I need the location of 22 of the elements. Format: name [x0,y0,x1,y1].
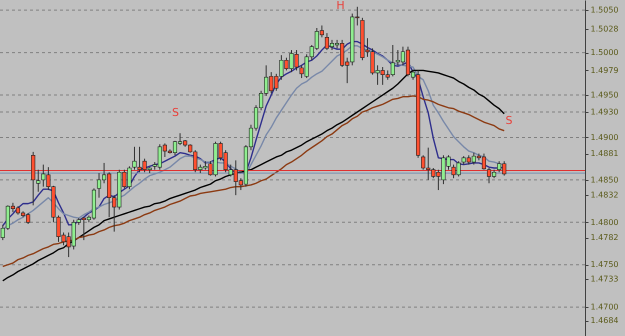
line-series [2,70,505,282]
y-tick-label: 1.4684 [590,316,618,326]
y-tick-label: 1.5050 [590,6,618,15]
annotation: H [336,0,345,12]
y-tick-label: 1.4800 [590,218,618,227]
y-tick-label: 1.4750 [590,260,618,270]
annotation: S [172,106,180,119]
y-tick-label: 1.4700 [590,302,618,312]
line-series [2,95,505,268]
y-tick-label: 1.4900 [590,132,618,142]
candlestick [36,169,40,192]
y-tick-label: 1.4881 [590,149,618,158]
y-tick-label: 1.4733 [590,274,618,284]
y-tick-label: 1.4950 [590,90,618,100]
y-tick-label: 1.5028 [590,24,618,34]
y-tick-label: 1.4979 [590,66,618,75]
y-tick-label: 1.5000 [590,48,618,58]
y-tick-label: 1.4850 [590,175,618,184]
y-tick-label: 1.4832 [590,190,618,200]
y-tick-label: 1.4930 [590,108,618,116]
annotation: S [505,114,512,127]
y-tick-label: 1.4782 [590,233,618,242]
